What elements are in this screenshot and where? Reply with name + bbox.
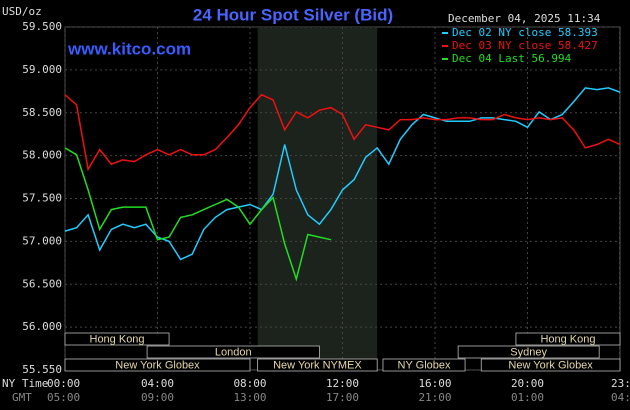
y-tick-label: 58.500 [22, 106, 62, 119]
gmt-tick-label: 01:00 [511, 391, 544, 404]
session-label: NY Globex [398, 359, 451, 371]
y-tick-label: 58.000 [22, 149, 62, 162]
website: www.kitco.com [67, 39, 191, 58]
gmt-tick-label: 05:00 [47, 391, 80, 404]
legend-label: Dec 04 Last 56.994 [452, 52, 572, 65]
gmt-row-label: GMT [12, 391, 32, 404]
legend-label: Dec 02 NY close 58.393 [452, 26, 598, 39]
gmt-tick-label: 21:00 [418, 391, 451, 404]
session-label: New York Globex [508, 359, 593, 371]
ny-time-row-label: NY Time [2, 377, 48, 390]
x-tick-label: 20:00 [511, 377, 544, 390]
y-tick-label: 56.500 [22, 277, 62, 290]
legend-label: Dec 03 NY close 58.427 [452, 39, 598, 52]
unit-label: USD/oz [2, 5, 42, 18]
x-tick-label: 08:00 [233, 377, 266, 390]
y-tick-label: 55.550 [22, 363, 62, 376]
session-label: Hong Kong [540, 333, 595, 345]
x-tick-label: 16:00 [418, 377, 451, 390]
x-tick-label: 23:59 [611, 377, 630, 390]
y-tick-label: 56.000 [22, 320, 62, 333]
session-bar [480, 358, 621, 372]
session-shade [257, 27, 378, 370]
session-bar [515, 332, 621, 346]
gmt-tick-label: 04:59 [611, 391, 630, 404]
session-label: Hong Kong [90, 333, 145, 345]
x-tick-label: 04:00 [141, 377, 174, 390]
gmt-tick-label: 17:00 [326, 391, 359, 404]
session-label: New York Globex [115, 359, 200, 371]
gmt-tick-label: 13:00 [233, 391, 266, 404]
y-tick-label: 59.000 [22, 63, 62, 76]
session-label: Sydney [510, 346, 547, 358]
x-tick-label: 12:00 [326, 377, 359, 390]
series-line [64, 87, 621, 261]
chart-title: 24 Hour Spot Silver (Bid) [193, 5, 393, 24]
session-bar [382, 358, 466, 372]
plot-area [64, 26, 621, 371]
session-bar [457, 345, 600, 359]
x-tick-label: 00:00 [47, 377, 80, 390]
y-tick-label: 57.500 [22, 192, 62, 205]
series-line [64, 147, 332, 282]
session-bar [64, 332, 170, 346]
session-bar [257, 358, 378, 372]
session-bar [64, 358, 251, 372]
session-bar [146, 345, 320, 359]
timestamp: December 04, 2025 11:34 [448, 12, 601, 25]
gmt-tick-label: 09:00 [141, 391, 174, 404]
y-tick-label: 59.500 [22, 20, 62, 33]
session-label: New York NYMEX [273, 359, 362, 371]
series-line [64, 93, 621, 172]
session-label: London [215, 346, 252, 358]
y-tick-label: 57.000 [22, 234, 62, 247]
